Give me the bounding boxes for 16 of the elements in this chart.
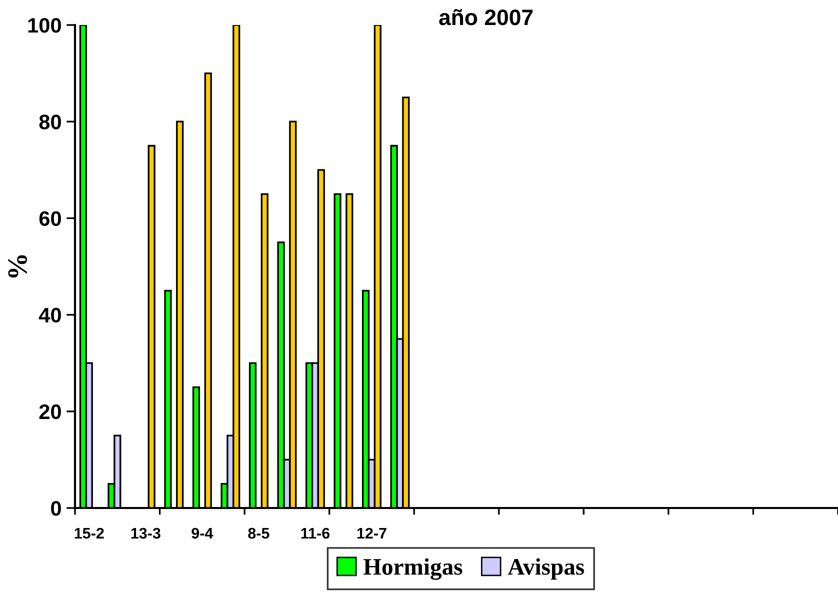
y-tick-label: 0 bbox=[51, 501, 61, 516]
chart-title: año 2007 bbox=[439, 8, 533, 26]
y-tick-label: 60 bbox=[39, 211, 61, 226]
y-tick-label: 40 bbox=[38, 308, 61, 323]
x-tick-label: 8-5 bbox=[248, 528, 270, 539]
x-tick-label: 13-3 bbox=[131, 528, 160, 539]
x-tick-label: 12-7 bbox=[357, 528, 386, 539]
y-axis-title: % bbox=[8, 255, 28, 278]
y-tick-label: 100 bbox=[28, 18, 61, 33]
y-tick-label: 80 bbox=[39, 114, 61, 130]
y-tick-label: 20 bbox=[39, 404, 61, 420]
x-tick-label: 9-4 bbox=[192, 528, 214, 539]
legend-label: Avispas bbox=[508, 558, 584, 580]
legend-label: Hormigas bbox=[364, 558, 462, 580]
x-tick-label: 15-2 bbox=[74, 528, 104, 539]
x-tick-label: 11-6 bbox=[301, 528, 330, 539]
